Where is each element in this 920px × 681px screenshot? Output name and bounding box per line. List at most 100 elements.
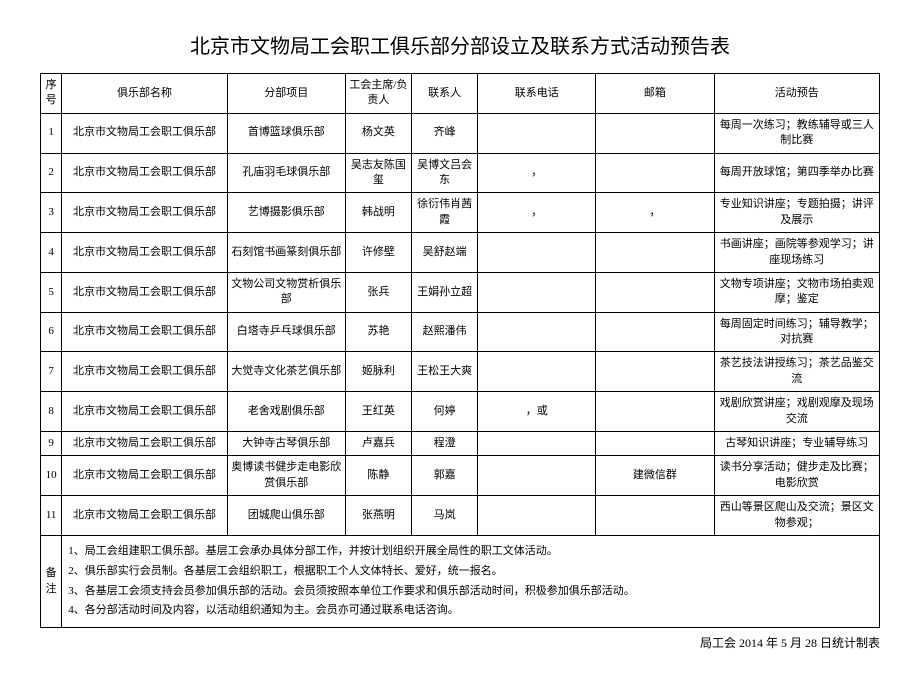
cell-name: 北京市文物局工会职工俱乐部: [62, 456, 227, 496]
cell-contact: 赵熙潘伟: [412, 312, 478, 352]
notes-label: 备注: [41, 535, 62, 627]
cell-chair: 姬脉利: [345, 352, 411, 392]
cell-email: [596, 392, 714, 432]
col-seq: 序号: [41, 74, 62, 114]
cell-email: [596, 432, 714, 456]
cell-phone: [478, 456, 596, 496]
cell-name: 北京市文物局工会职工俱乐部: [62, 193, 227, 233]
note-line: 3、各基层工会须支持会员参加俱乐部的活动。会员须按照本单位工作要求和俱乐部活动时…: [68, 582, 873, 602]
cell-chair: 吴志友陈国玺: [345, 153, 411, 193]
cell-email: [596, 272, 714, 312]
cell-phone: ，或: [478, 392, 596, 432]
cell-proj: 艺博摄影俱乐部: [227, 193, 345, 233]
cell-act: 每周固定时间练习；辅导教学；对抗赛: [714, 312, 880, 352]
cell-act: 读书分享活动；健步走及比赛；电影欣赏: [714, 456, 880, 496]
cell-act: 茶艺技法讲授练习；茶艺品鉴交流: [714, 352, 880, 392]
col-name: 俱乐部名称: [62, 74, 227, 114]
cell-contact: 程澄: [412, 432, 478, 456]
table-row: 9北京市文物局工会职工俱乐部大钟寺古琴俱乐部卢嘉兵程澄古琴知识讲座；专业辅导练习: [41, 432, 880, 456]
table-row: 4北京市文物局工会职工俱乐部石刻馆书画篆刻俱乐部许修壁吴舒赵端书画讲座；画院等参…: [41, 233, 880, 273]
cell-contact: 吴博文吕会东: [412, 153, 478, 193]
cell-chair: 王红英: [345, 392, 411, 432]
page-title: 北京市文物局工会职工俱乐部分部设立及联系方式活动预告表: [40, 30, 880, 59]
cell-phone: [478, 432, 596, 456]
cell-act: 戏剧欣赏讲座；戏剧观摩及现场交流: [714, 392, 880, 432]
cell-proj: 团城爬山俱乐部: [227, 496, 345, 536]
club-table: 序号 俱乐部名称 分部项目 工会主席/负责人 联系人 联系电话 邮箱 活动预告 …: [40, 73, 880, 628]
table-row: 3北京市文物局工会职工俱乐部艺博摄影俱乐部韩战明徐衍伟肖茜霞，，专业知识讲座；专…: [41, 193, 880, 233]
cell-phone: [478, 272, 596, 312]
cell-name: 北京市文物局工会职工俱乐部: [62, 153, 227, 193]
table-row: 10北京市文物局工会职工俱乐部奥博读书健步走电影欣赏俱乐部陈静郭嘉 建微信群读书分…: [41, 456, 880, 496]
col-contact: 联系人: [412, 74, 478, 114]
cell-email: [596, 496, 714, 536]
cell-contact: 马岚: [412, 496, 478, 536]
cell-chair: 张燕明: [345, 496, 411, 536]
cell-name: 北京市文物局工会职工俱乐部: [62, 432, 227, 456]
notes-body: 1、局工会组建职工俱乐部。基层工会承办具体分部工作，并按计划组织开展全局性的职工…: [62, 535, 880, 627]
cell-proj: 孔庙羽毛球俱乐部: [227, 153, 345, 193]
cell-proj: 首博篮球俱乐部: [227, 113, 345, 153]
cell-seq: 3: [41, 193, 62, 233]
cell-proj: 奥博读书健步走电影欣赏俱乐部: [227, 456, 345, 496]
cell-chair: 苏艳: [345, 312, 411, 352]
cell-seq: 10: [41, 456, 62, 496]
cell-name: 北京市文物局工会职工俱乐部: [62, 272, 227, 312]
col-chair: 工会主席/负责人: [345, 74, 411, 114]
cell-email: [596, 233, 714, 273]
table-row: 7北京市文物局工会职工俱乐部大觉寺文化茶艺俱乐部姬脉利王松王大爽茶艺技法讲授练习…: [41, 352, 880, 392]
cell-email: [596, 312, 714, 352]
cell-contact: 徐衍伟肖茜霞: [412, 193, 478, 233]
cell-phone: [478, 352, 596, 392]
cell-proj: 石刻馆书画篆刻俱乐部: [227, 233, 345, 273]
table-row: 2北京市文物局工会职工俱乐部孔庙羽毛球俱乐部吴志友陈国玺吴博文吕会东，每周开放球…: [41, 153, 880, 193]
table-row: 6北京市文物局工会职工俱乐部白塔寺乒乓球俱乐部苏艳赵熙潘伟 每周固定时间练习；辅导…: [41, 312, 880, 352]
cell-chair: 杨文英: [345, 113, 411, 153]
cell-phone: ，: [478, 153, 596, 193]
cell-phone: [478, 496, 596, 536]
cell-email: 建微信群: [596, 456, 714, 496]
note-line: 1、局工会组建职工俱乐部。基层工会承办具体分部工作，并按计划组织开展全局性的职工…: [68, 542, 873, 562]
cell-proj: 大钟寺古琴俱乐部: [227, 432, 345, 456]
cell-act: 每周一次练习；教练辅导或三人制比赛: [714, 113, 880, 153]
table-row: 1北京市文物局工会职工俱乐部首博篮球俱乐部杨文英齐峰每周一次练习；教练辅导或三人…: [41, 113, 880, 153]
note-line: 2、俱乐部实行会员制。各基层工会组织职工，根据职工个人文体特长、爱好，统一报名。: [68, 562, 873, 582]
cell-chair: 张兵: [345, 272, 411, 312]
cell-seq: 9: [41, 432, 62, 456]
cell-email: [596, 153, 714, 193]
cell-act: 书画讲座；画院等参观学习；讲座现场练习: [714, 233, 880, 273]
cell-seq: 6: [41, 312, 62, 352]
cell-seq: 8: [41, 392, 62, 432]
cell-act: 西山等景区爬山及交流；景区文物参观；: [714, 496, 880, 536]
cell-name: 北京市文物局工会职工俱乐部: [62, 312, 227, 352]
cell-contact: 王松王大爽: [412, 352, 478, 392]
table-row: 8北京市文物局工会职工俱乐部老舍戏剧俱乐部王红英何婷，或戏剧欣赏讲座；戏剧观摩及…: [41, 392, 880, 432]
cell-act: 专业知识讲座；专题拍摄；讲评及展示: [714, 193, 880, 233]
table-row: 5北京市文物局工会职工俱乐部文物公司文物赏析俱乐部张兵王娟孙立超文物专项讲座；文…: [41, 272, 880, 312]
cell-phone: [478, 233, 596, 273]
cell-email: [596, 113, 714, 153]
cell-seq: 11: [41, 496, 62, 536]
cell-proj: 白塔寺乒乓球俱乐部: [227, 312, 345, 352]
cell-chair: 卢嘉兵: [345, 432, 411, 456]
note-line: 4、各分部活动时间及内容，以活动组织通知为主。会员亦可通过联系电话咨询。: [68, 601, 873, 621]
table-row: 11北京市文物局工会职工俱乐部团城爬山俱乐部张燕明马岚 西山等景区爬山及交流；景区…: [41, 496, 880, 536]
cell-phone: ，: [478, 193, 596, 233]
cell-phone: [478, 113, 596, 153]
cell-seq: 7: [41, 352, 62, 392]
cell-name: 北京市文物局工会职工俱乐部: [62, 392, 227, 432]
cell-name: 北京市文物局工会职工俱乐部: [62, 233, 227, 273]
cell-seq: 2: [41, 153, 62, 193]
cell-name: 北京市文物局工会职工俱乐部: [62, 496, 227, 536]
cell-chair: 许修壁: [345, 233, 411, 273]
cell-name: 北京市文物局工会职工俱乐部: [62, 113, 227, 153]
cell-chair: 韩战明: [345, 193, 411, 233]
col-act: 活动预告: [714, 74, 880, 114]
cell-seq: 4: [41, 233, 62, 273]
cell-proj: 文物公司文物赏析俱乐部: [227, 272, 345, 312]
cell-chair: 陈静: [345, 456, 411, 496]
cell-name: 北京市文物局工会职工俱乐部: [62, 352, 227, 392]
notes-row: 备注 1、局工会组建职工俱乐部。基层工会承办具体分部工作，并按计划组织开展全局性…: [41, 535, 880, 627]
col-phone: 联系电话: [478, 74, 596, 114]
cell-contact: 郭嘉: [412, 456, 478, 496]
